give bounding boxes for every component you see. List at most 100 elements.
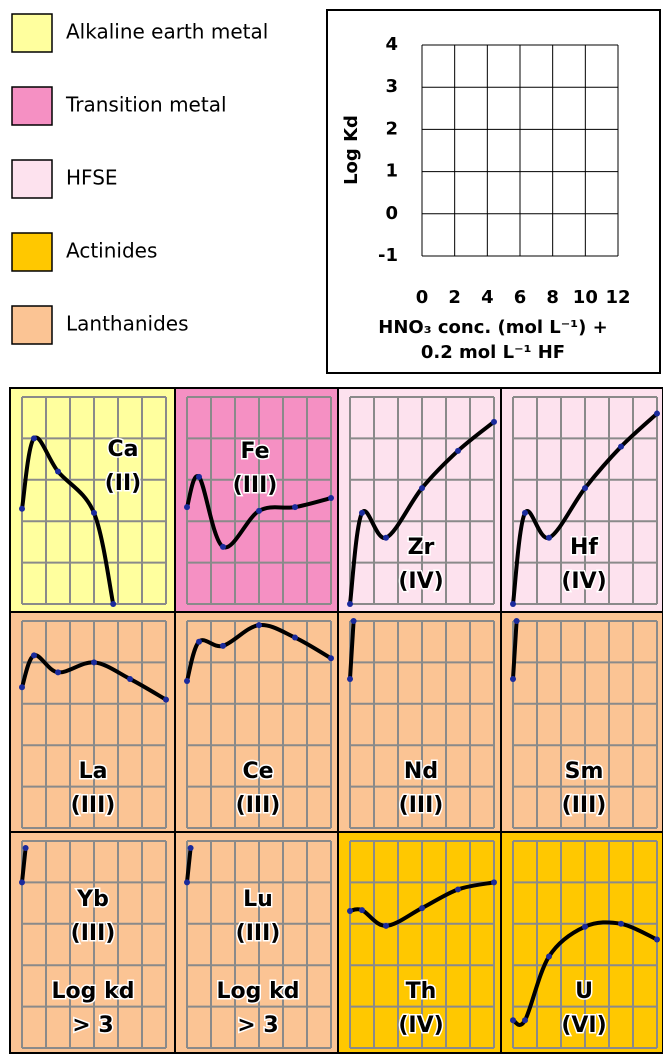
element-label: Nd xyxy=(404,759,438,784)
cell-background xyxy=(500,611,663,833)
element-cell: U (VI) xyxy=(500,831,663,1054)
data-point xyxy=(184,504,190,511)
data-point xyxy=(455,886,461,893)
x-tick-label: 0 xyxy=(416,287,429,308)
y-axis-label: Log Kd xyxy=(341,115,362,185)
data-point xyxy=(91,659,97,666)
element-label: Lu xyxy=(243,887,273,912)
legend-label: Lanthanides xyxy=(66,312,189,336)
data-point xyxy=(347,907,353,914)
data-point xyxy=(19,879,25,886)
data-point xyxy=(582,923,588,930)
data-point xyxy=(582,485,588,492)
data-point xyxy=(491,879,497,886)
oxidation-label: (III) xyxy=(236,793,281,818)
oxidation-label: (VI) xyxy=(561,1013,606,1038)
data-point xyxy=(513,618,520,624)
oxidation-label: (IV) xyxy=(561,569,606,594)
element-cell: Nd (III) xyxy=(337,611,502,833)
data-point xyxy=(196,473,202,480)
data-point xyxy=(292,634,298,641)
legend-swatch xyxy=(11,159,53,199)
y-tick-label: 0 xyxy=(385,203,398,224)
x-tick-label: 4 xyxy=(481,287,494,308)
oxidation-label: (III) xyxy=(71,921,116,946)
element-label: Yb xyxy=(76,887,109,912)
key-frame xyxy=(326,9,661,374)
curve xyxy=(348,621,356,680)
data-point xyxy=(256,622,262,629)
data-point xyxy=(256,507,262,514)
element-label: La xyxy=(79,759,108,784)
legend-label: HFSE xyxy=(66,166,118,190)
element-label: Th xyxy=(406,979,437,1004)
data-point xyxy=(19,505,25,512)
cell-background xyxy=(337,611,502,833)
data-point xyxy=(383,922,389,929)
data-point xyxy=(31,435,37,442)
oxidation-label: (IV) xyxy=(398,1013,443,1038)
legend-swatch xyxy=(11,305,53,345)
data-point xyxy=(220,543,226,550)
data-point xyxy=(359,509,365,516)
element-cell: Ce (III) xyxy=(174,611,339,833)
y-tick-label: 1 xyxy=(385,161,398,182)
data-point xyxy=(546,953,552,960)
x-tick-label: 12 xyxy=(605,287,630,308)
x-tick-label: 2 xyxy=(448,287,461,308)
y-tick-label: 3 xyxy=(385,76,398,97)
data-point xyxy=(654,410,660,417)
oxidation-label: (III) xyxy=(399,793,444,818)
data-point xyxy=(510,675,516,682)
data-point xyxy=(455,447,461,454)
data-point xyxy=(110,601,117,607)
data-point xyxy=(55,669,61,676)
data-point xyxy=(618,443,624,450)
element-label: Zr xyxy=(408,535,435,560)
oxidation-label: (III) xyxy=(71,793,116,818)
x-tick-label: 6 xyxy=(514,287,527,308)
data-point xyxy=(220,642,226,649)
legend-swatch xyxy=(11,232,53,272)
data-point xyxy=(510,1017,516,1024)
element-cell: Lu (III) Log kd > 3 xyxy=(174,831,339,1054)
data-point xyxy=(19,684,25,691)
oxidation-label: (III) xyxy=(233,473,278,498)
data-point xyxy=(184,879,190,886)
cell-background xyxy=(174,831,339,1054)
data-point xyxy=(328,655,334,662)
element-cell: Th (IV) xyxy=(337,831,502,1054)
data-point xyxy=(328,495,334,502)
data-point xyxy=(522,1017,528,1024)
data-point xyxy=(347,675,353,682)
legend-swatch xyxy=(11,86,53,126)
oxidation-label: (IV) xyxy=(398,569,443,594)
data-point xyxy=(546,534,552,541)
data-point xyxy=(383,534,389,541)
legend-swatch xyxy=(11,13,53,53)
data-point xyxy=(127,675,133,682)
legend-label: Transition metal xyxy=(65,93,227,117)
oxidation-label: (II) xyxy=(105,471,141,496)
legend-label: Alkaline earth metal xyxy=(66,20,268,44)
element-cell: Sm (III) xyxy=(500,611,663,833)
data-point xyxy=(292,504,298,511)
data-point xyxy=(91,509,97,516)
oxidation-label: (III) xyxy=(562,793,607,818)
cell-background xyxy=(500,387,663,613)
cell-background xyxy=(9,387,176,613)
data-point xyxy=(491,418,497,425)
data-point xyxy=(350,618,357,624)
element-label: U xyxy=(575,979,593,1004)
y-tick-label: 2 xyxy=(385,118,398,139)
note-label: > 3 xyxy=(237,1013,278,1038)
x-axis-label: 0.2 mol L⁻¹ HF xyxy=(421,342,565,363)
data-point xyxy=(31,652,37,659)
legend-label: Actinides xyxy=(66,239,157,263)
element-label: Fe xyxy=(240,439,269,464)
data-point xyxy=(22,845,29,852)
note-label: > 3 xyxy=(72,1013,113,1038)
cells: Ca(II)Fe(III)Zr(IV)Hf(IV)La(III)Ce(III)N… xyxy=(9,387,663,1054)
data-point xyxy=(196,638,202,645)
